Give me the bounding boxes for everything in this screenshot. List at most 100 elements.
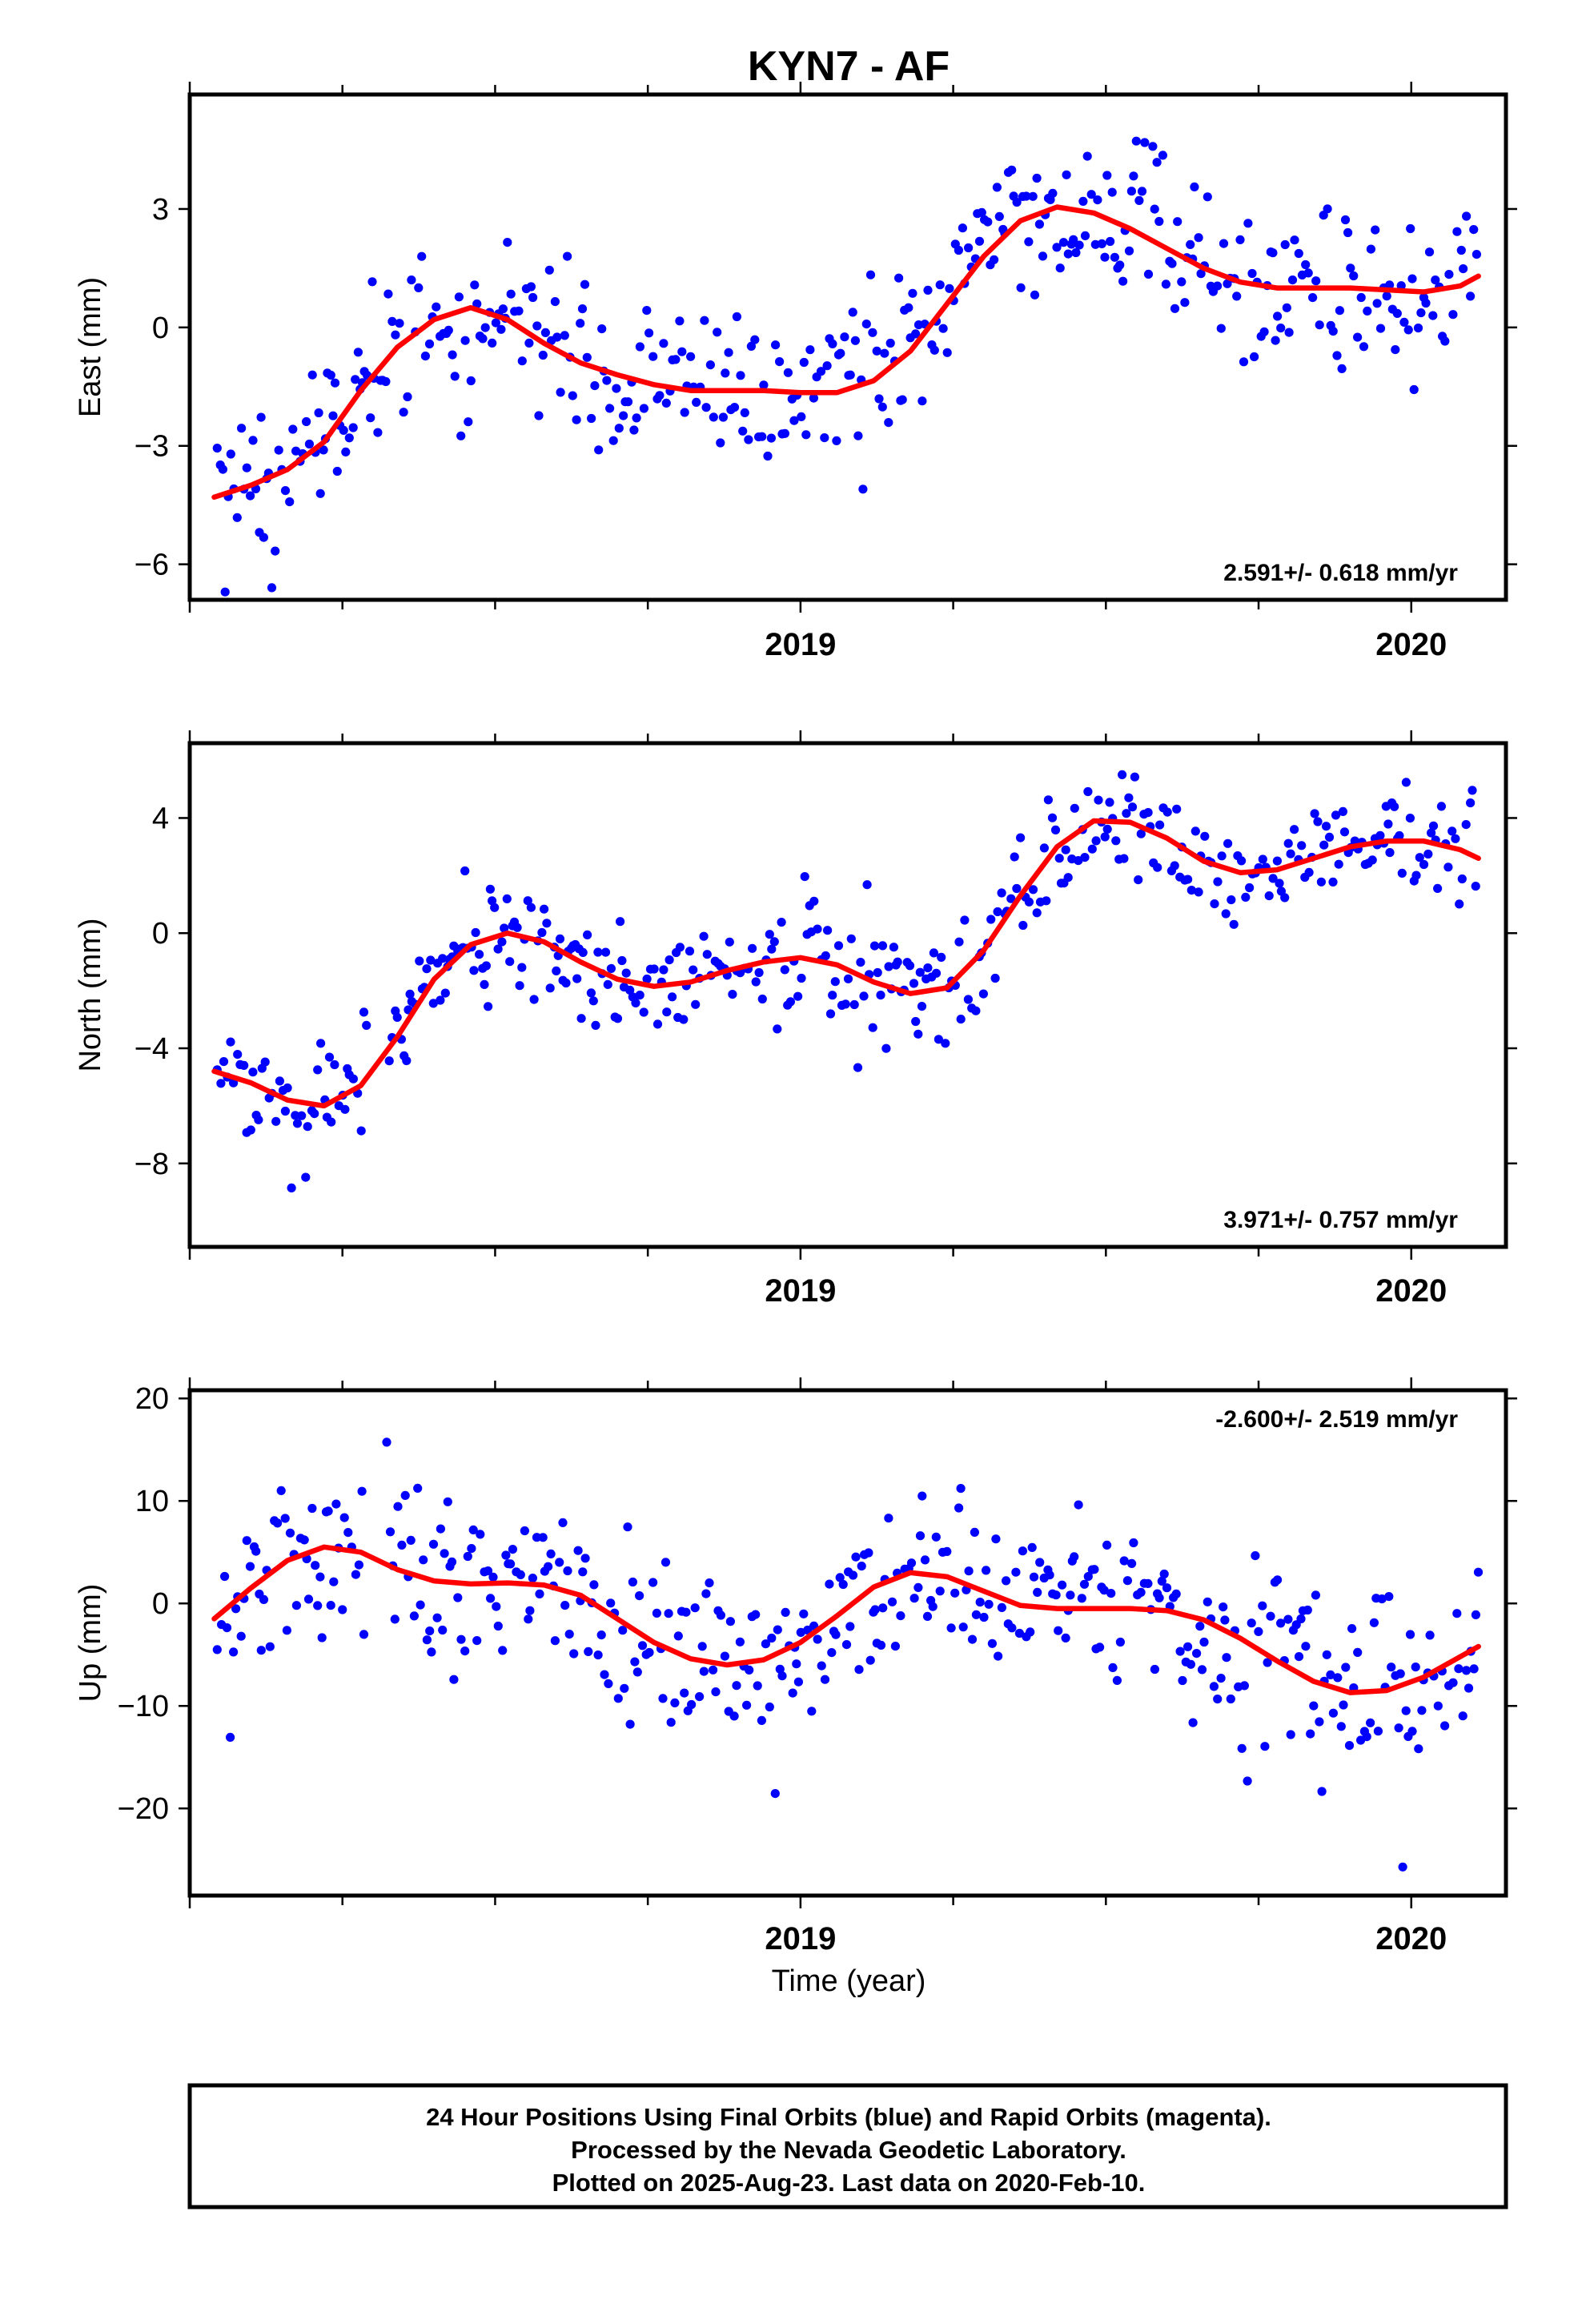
east-position-point (648, 352, 658, 361)
up-position-point (851, 1552, 861, 1562)
north-position-point (1457, 874, 1467, 884)
north-position-point (1186, 886, 1196, 895)
up-position-point (456, 1634, 466, 1644)
up-position-point (1090, 1565, 1099, 1574)
up-position-point (589, 1580, 599, 1590)
north-position-point (617, 955, 627, 966)
up-position-point (857, 1562, 866, 1571)
north-position-point (219, 1057, 229, 1067)
up-position-point (628, 1577, 638, 1587)
up-position-point (1171, 1589, 1181, 1598)
north-position-point (1094, 795, 1103, 805)
east-plot-content (211, 136, 1481, 597)
up-position-point (970, 1527, 979, 1537)
up-position-point (354, 1560, 363, 1570)
east-y-tick-label: 0 (152, 312, 169, 345)
north-position-point (291, 1111, 300, 1120)
east-position-point (675, 316, 685, 326)
up-position-point (315, 1572, 325, 1582)
up-x-tick-label: 2019 (765, 1921, 836, 1956)
up-position-point (285, 1528, 295, 1538)
east-position-point (1431, 275, 1440, 285)
north-position-point (1339, 827, 1350, 837)
north-position-point (1258, 854, 1267, 864)
up-position-point (1362, 1732, 1371, 1742)
up-position-point (1192, 1649, 1202, 1659)
up-position-point (486, 1594, 496, 1603)
north-position-point (1210, 899, 1219, 909)
east-position-point (1323, 204, 1332, 214)
east-position-point (1456, 245, 1466, 255)
up-position-point (1373, 1727, 1383, 1736)
north-position-point (612, 1014, 623, 1023)
north-position-point (1061, 845, 1070, 854)
east-position-point (1287, 275, 1298, 285)
up-position-point (382, 1437, 391, 1447)
east-position-point (608, 436, 618, 445)
east-position-point (1216, 324, 1226, 333)
east-position-point (1440, 336, 1450, 346)
east-position-point (868, 328, 877, 337)
north-position-point (1468, 786, 1477, 795)
up-position-point (1026, 1627, 1035, 1637)
up-position-point (950, 1588, 960, 1598)
up-position-point (1347, 1624, 1357, 1634)
up-position-point (516, 1570, 525, 1579)
north-position-point (780, 965, 789, 975)
up-position-point (538, 1533, 548, 1542)
up-position-point (1007, 1623, 1017, 1633)
north-position-point (330, 1059, 339, 1070)
north-position-point (1433, 883, 1443, 893)
east-position-point (288, 424, 298, 434)
north-position-point (913, 1029, 923, 1039)
up-position-point (593, 1651, 603, 1660)
east-position-point (605, 404, 615, 413)
east-position-point (721, 368, 730, 378)
east-position-point (1392, 308, 1402, 318)
up-position-point (1301, 1642, 1311, 1651)
north-position-point (769, 937, 779, 947)
east-position-point (1173, 217, 1182, 227)
east-position-point (407, 275, 416, 285)
north-position-point (1018, 920, 1028, 931)
north-position-point (578, 947, 588, 957)
north-position-point (348, 1074, 358, 1084)
up-position-point (492, 1602, 501, 1611)
north-position-point (986, 915, 996, 924)
up-position-point (848, 1570, 858, 1580)
east-position-point (619, 411, 628, 420)
north-position-point (561, 978, 571, 988)
east-position-point (444, 325, 453, 335)
east-position-point (339, 425, 348, 436)
east-position-point (958, 223, 967, 233)
east-position-point (420, 352, 431, 361)
east-y-axis-label: East (mm) (74, 277, 107, 417)
east-position-point (1444, 270, 1454, 279)
east-position-point (1038, 251, 1048, 261)
up-position-point (406, 1535, 416, 1545)
up-position-point (329, 1577, 339, 1586)
east-position-point (1416, 308, 1426, 318)
north-position-point (1012, 883, 1022, 894)
east-position-point (218, 464, 227, 474)
east-position-point (945, 283, 954, 293)
east-position-point (1080, 231, 1090, 240)
up-x-tick-label: 2020 (1375, 1921, 1447, 1956)
east-position-point (1239, 357, 1249, 367)
north-position-point (830, 977, 840, 987)
north-position-point (588, 996, 598, 1006)
up-position-point (343, 1528, 353, 1538)
up-y-tick-label: 20 (135, 1382, 169, 1416)
east-position-point (1276, 324, 1286, 333)
up-position-point (876, 1640, 886, 1650)
east-position-point (897, 395, 907, 404)
east-position-point (746, 341, 757, 351)
east-position-point (724, 348, 733, 357)
east-position-point (861, 320, 871, 329)
up-position-point (1045, 1570, 1054, 1580)
east-position-point (597, 324, 607, 334)
north-position-point (1264, 891, 1274, 901)
up-position-point (1315, 1717, 1324, 1727)
east-position-point (1143, 269, 1154, 279)
up-position-point (573, 1546, 583, 1555)
